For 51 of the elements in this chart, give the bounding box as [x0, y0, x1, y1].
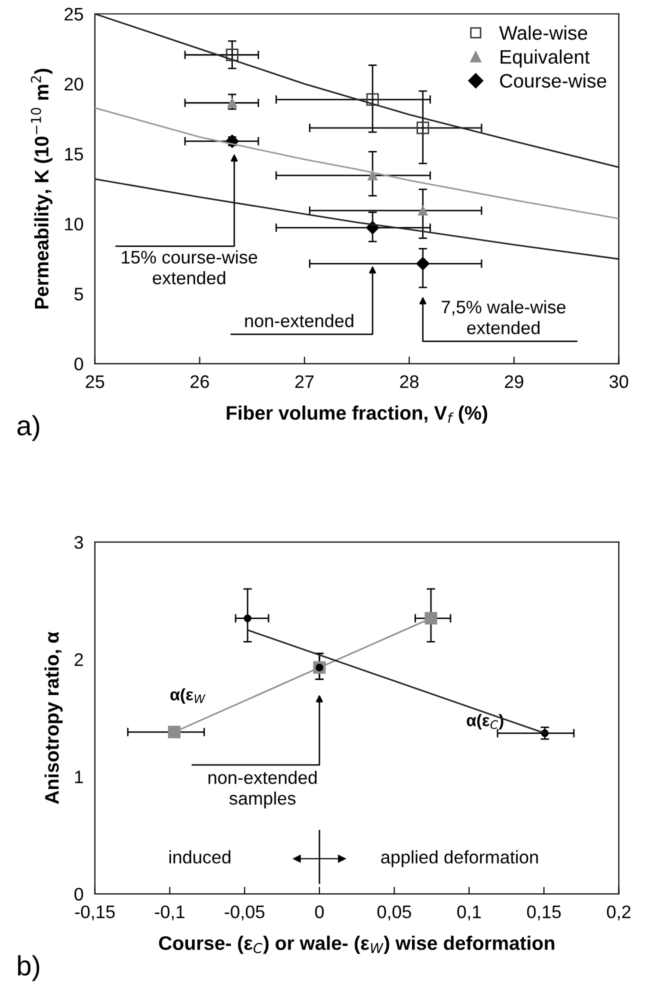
point — [416, 257, 430, 270]
x-axis-title: Course- (ε$_{C}$) or wale- (ε$_{W}$) wise deformation — [159, 936, 554, 954]
x-tick-label: 0,2 — [606, 905, 630, 920]
x-axis-title: Fiber volume fraction, V$_{f}$ (%) — [226, 406, 488, 424]
y-tick-label: 0 — [74, 358, 84, 370]
legend-label: Wale-wise — [499, 26, 588, 40]
y-tick-label: 20 — [64, 78, 84, 91]
x-tick-label: 27 — [295, 375, 314, 388]
x-tick-label: 28 — [400, 375, 418, 388]
y-tick-label: 1 — [75, 770, 83, 784]
annotation: induced — [169, 850, 230, 864]
x-tick-label: 0 — [315, 905, 324, 918]
x-tick-label: 0,15 — [527, 905, 561, 920]
y-tick-label: 3 — [74, 536, 83, 549]
point — [226, 48, 238, 62]
annotation: non-extended — [245, 314, 354, 328]
annotation: 7,5% wale-wise extended — [442, 300, 566, 334]
y-tick-label: 25 — [64, 8, 84, 21]
y-axis-title: Anisotropy ratio, α — [44, 632, 63, 804]
x-tick-label: 30 — [609, 375, 628, 388]
x-tick-label: -0,1 — [154, 905, 184, 920]
line-series — [94, 107, 619, 220]
x-tick-label: 0,05 — [377, 905, 412, 920]
y-tick-label: 10 — [65, 218, 84, 230]
x-tick-label: 26 — [190, 375, 209, 388]
y-tick-label: 0 — [74, 888, 84, 901]
annotation: applied deformation — [381, 850, 538, 868]
y-axis-title: Permeability, K (10$^{−10}$ m$^{2}$) — [30, 68, 52, 309]
x-tick-label: 25 — [86, 375, 104, 388]
point — [418, 206, 428, 216]
annotation: 15% course-wise extended — [122, 250, 258, 284]
point — [168, 726, 180, 738]
legend-label: Equivalent — [500, 50, 590, 68]
y-tick-label: 2 — [74, 653, 83, 666]
text: b) — [18, 955, 40, 982]
point — [424, 612, 438, 625]
point — [416, 122, 430, 134]
x-tick-label: 0,1 — [457, 905, 481, 920]
series-label: α(ε$_{W}$ — [170, 688, 206, 704]
y-tick-label: 15 — [65, 148, 84, 161]
point — [366, 93, 379, 106]
x-tick-label: -0,05 — [224, 905, 264, 920]
legend-label: Course-wise — [500, 73, 606, 88]
point — [227, 98, 238, 108]
x-tick-label: -0,15 — [75, 905, 115, 920]
x-tick-label: 29 — [504, 375, 524, 388]
annotation: non-extended samples — [208, 770, 317, 808]
text: a) — [17, 415, 40, 441]
point — [244, 614, 252, 622]
point — [368, 170, 378, 180]
y-tick-label: 5 — [74, 288, 84, 300]
